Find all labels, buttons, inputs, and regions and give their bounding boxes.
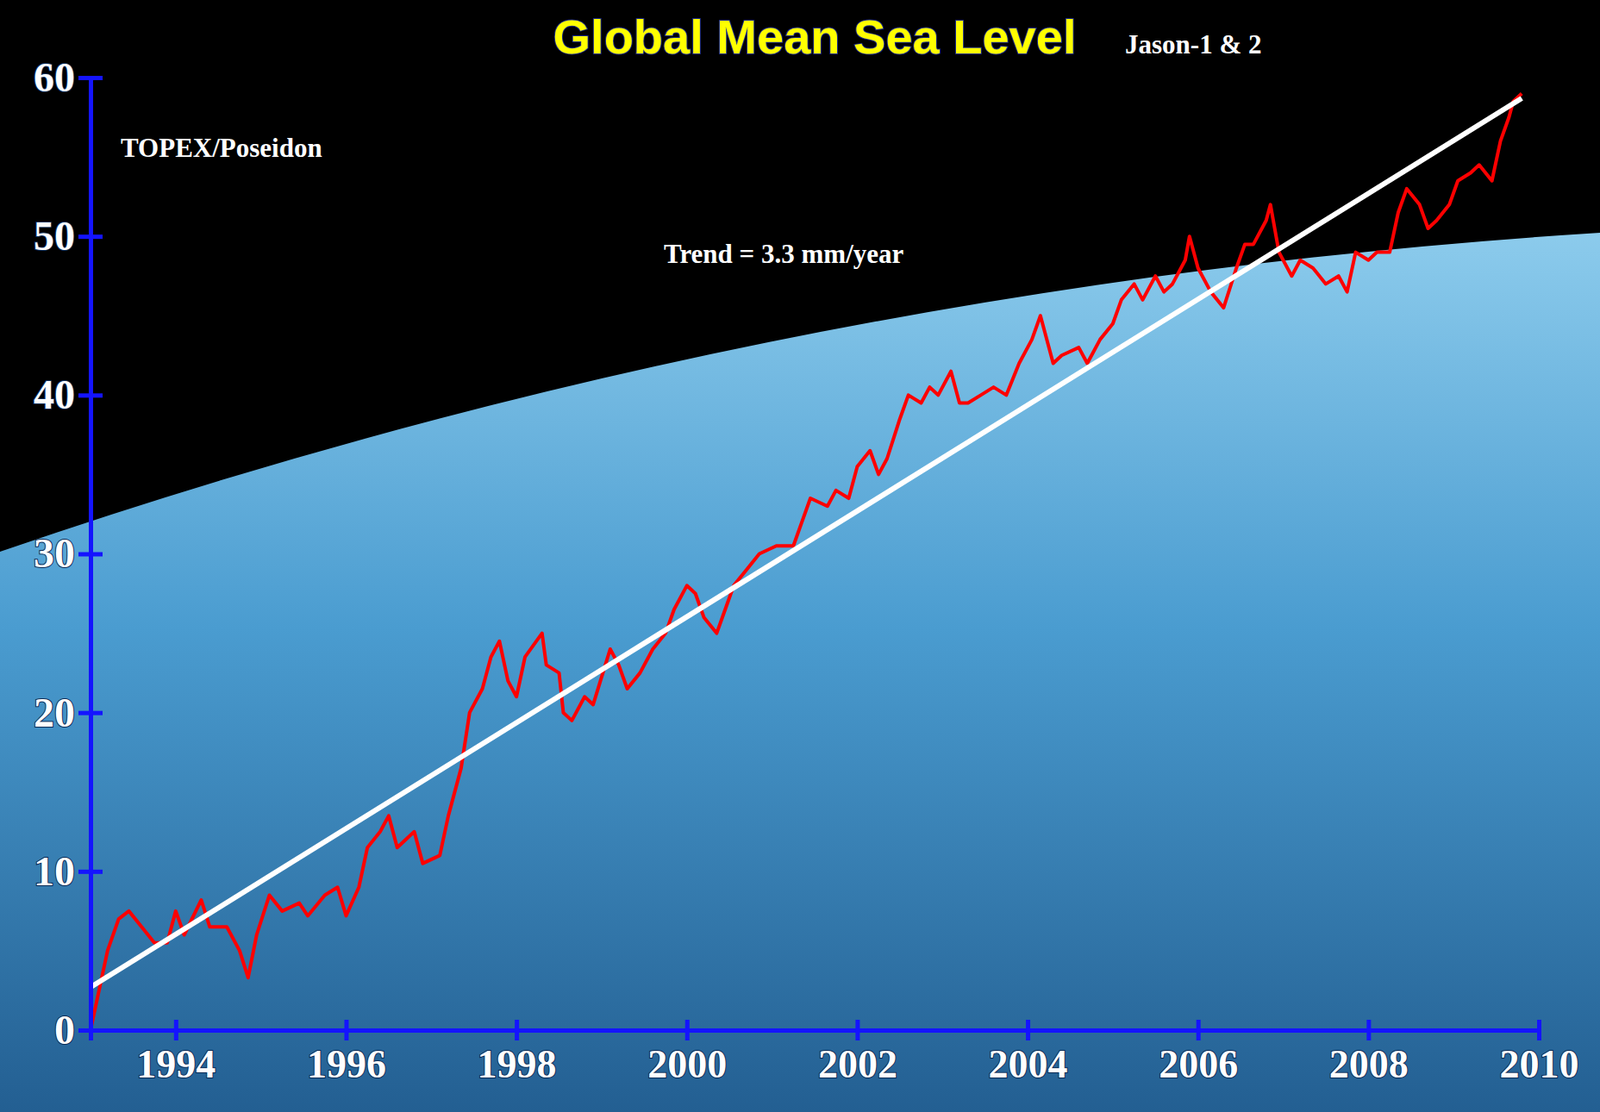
y-tick: 30 xyxy=(33,530,103,576)
y-tick-mark xyxy=(78,234,103,239)
y-tick-mark xyxy=(78,75,103,81)
chart: Global Mean Sea Level1994199619982000200… xyxy=(0,0,1600,1112)
y-tick: 20 xyxy=(33,689,103,736)
trend-line xyxy=(90,98,1522,988)
y-tick-mark xyxy=(78,869,103,875)
topex-label: TOPEX/Poseidon xyxy=(120,132,323,163)
x-tick: 2004 xyxy=(988,1019,1069,1087)
x-tick-mark xyxy=(855,1019,860,1041)
y-tick-label: 30 xyxy=(33,530,75,576)
x-tick-label: 2002 xyxy=(818,1042,898,1087)
jason-label: Jason-1 & 2 xyxy=(1125,29,1262,60)
x-tick-mark xyxy=(685,1019,690,1041)
x-tick-mark xyxy=(1196,1019,1201,1041)
x-tick-label: 1996 xyxy=(306,1042,387,1087)
y-tick-mark xyxy=(78,711,103,716)
x-tick-label: 1994 xyxy=(136,1042,216,1087)
y-tick: 10 xyxy=(33,848,103,894)
x-tick: 1998 xyxy=(477,1019,557,1087)
x-tick-label: 2010 xyxy=(1500,1042,1580,1087)
y-tick-label: 20 xyxy=(33,689,75,736)
x-tick-label: 2006 xyxy=(1158,1042,1238,1087)
y-axis: 0 10 20 30 40 50 60 xyxy=(33,54,103,1053)
x-tick-label: 2000 xyxy=(647,1042,727,1087)
trend-label: Trend = 3.3 mm/year xyxy=(663,238,904,269)
x-tick: 1994 xyxy=(136,1019,216,1087)
earth xyxy=(0,232,1600,1112)
x-tick-mark xyxy=(1537,1019,1542,1041)
background xyxy=(0,0,1600,1112)
x-tick-mark xyxy=(1366,1019,1371,1041)
y-tick-label: 50 xyxy=(33,212,75,259)
x-tick: 2002 xyxy=(818,1019,898,1087)
annotations: TOPEX/Poseidon Jason-1 & 2 Trend = 3.3 mm/… xyxy=(120,29,1262,269)
y-tick-label: 0 xyxy=(54,1006,75,1053)
title: Global Mean Sea Level xyxy=(553,9,1077,64)
y-tick-label: 10 xyxy=(33,848,75,894)
plot-area xyxy=(90,93,1522,1031)
y-tick-label: 60 xyxy=(33,54,75,100)
y-tick-mark xyxy=(78,1028,103,1033)
x-tick-label: 1998 xyxy=(477,1042,557,1087)
y-tick-label: 40 xyxy=(33,371,75,418)
x-tick-mark xyxy=(1025,1019,1031,1041)
x-tick-mark xyxy=(514,1019,519,1041)
y-tick-mark xyxy=(78,393,103,398)
x-tick-mark xyxy=(343,1019,349,1041)
x-tick: 2008 xyxy=(1329,1019,1409,1087)
x-tick: 2010 xyxy=(1500,1019,1580,1087)
y-tick: 0 xyxy=(54,1006,103,1053)
x-axis-line xyxy=(91,1031,1540,1042)
x-tick-mark xyxy=(174,1019,179,1041)
y-tick: 40 xyxy=(33,371,103,418)
y-tick: 60 xyxy=(33,54,103,100)
x-tick-label: 2008 xyxy=(1329,1042,1409,1087)
x-tick-label: 2004 xyxy=(988,1042,1069,1087)
y-tick: 50 xyxy=(33,212,103,259)
x-tick: 2006 xyxy=(1158,1019,1238,1087)
x-tick: 1996 xyxy=(306,1019,387,1087)
x-tick: 2000 xyxy=(647,1019,727,1087)
x-axis: 1994 1996 1998 2000 2002 2004 2006 2008 2010 xyxy=(91,1019,1580,1087)
sea-level-line xyxy=(90,93,1522,1031)
y-tick-mark xyxy=(78,552,103,557)
